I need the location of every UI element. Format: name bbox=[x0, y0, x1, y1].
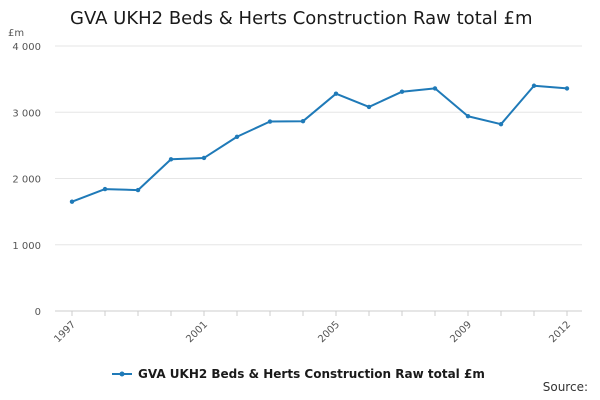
data-point-2003 bbox=[267, 119, 273, 124]
data-point-2007 bbox=[399, 89, 405, 94]
data-point-2002 bbox=[234, 134, 240, 139]
data-point-2011 bbox=[531, 83, 537, 88]
data-point-2004 bbox=[300, 118, 306, 124]
x-tick-label-2005: 2005 bbox=[316, 319, 342, 345]
y-axis: 0 1 000 2 000 3 000 4 000 bbox=[12, 42, 41, 318]
data-point-2010 bbox=[498, 121, 504, 127]
x-tick-label-2001: 2001 bbox=[184, 319, 210, 345]
x-tick-label-2012: 2012 bbox=[547, 319, 573, 345]
data-point-1998 bbox=[102, 186, 108, 192]
legend-marker bbox=[119, 371, 125, 377]
y-tick-label-3000: 3 000 bbox=[12, 108, 41, 119]
data-point-1999 bbox=[135, 187, 141, 193]
data-point-1997 bbox=[69, 199, 75, 204]
series-layer bbox=[69, 83, 570, 204]
data-point-2005 bbox=[333, 91, 339, 96]
source-label: Source: bbox=[542, 380, 588, 394]
y-tick-label-1000: 1 000 bbox=[12, 241, 41, 252]
series-line-0 bbox=[71, 84, 568, 203]
data-point-2000 bbox=[168, 157, 174, 162]
y-tick-label-4000: 4 000 bbox=[12, 42, 41, 53]
y-tick-label-0: 0 bbox=[35, 307, 41, 318]
data-point-2001 bbox=[201, 155, 207, 161]
data-point-2009 bbox=[465, 114, 471, 119]
chart-title: GVA UKH2 Beds & Herts Construction Raw t… bbox=[70, 8, 533, 29]
data-point-2006 bbox=[366, 104, 372, 110]
x-tick-label-1997: 1997 bbox=[52, 319, 78, 345]
legend-entry-label: GVA UKH2 Beds & Herts Construction Raw t… bbox=[138, 367, 485, 381]
x-tick-label-2009: 2009 bbox=[448, 319, 474, 345]
legend[interactable]: GVA UKH2 Beds & Herts Construction Raw t… bbox=[112, 367, 485, 381]
x-axis: 1997 2001 2005 2009 2012 bbox=[52, 311, 573, 345]
y-axis-unit-label: £m bbox=[8, 28, 24, 39]
data-point-2012 bbox=[564, 86, 570, 91]
grid-lines bbox=[55, 45, 582, 312]
y-tick-label-2000: 2 000 bbox=[12, 175, 41, 186]
data-point-2008 bbox=[432, 86, 438, 91]
